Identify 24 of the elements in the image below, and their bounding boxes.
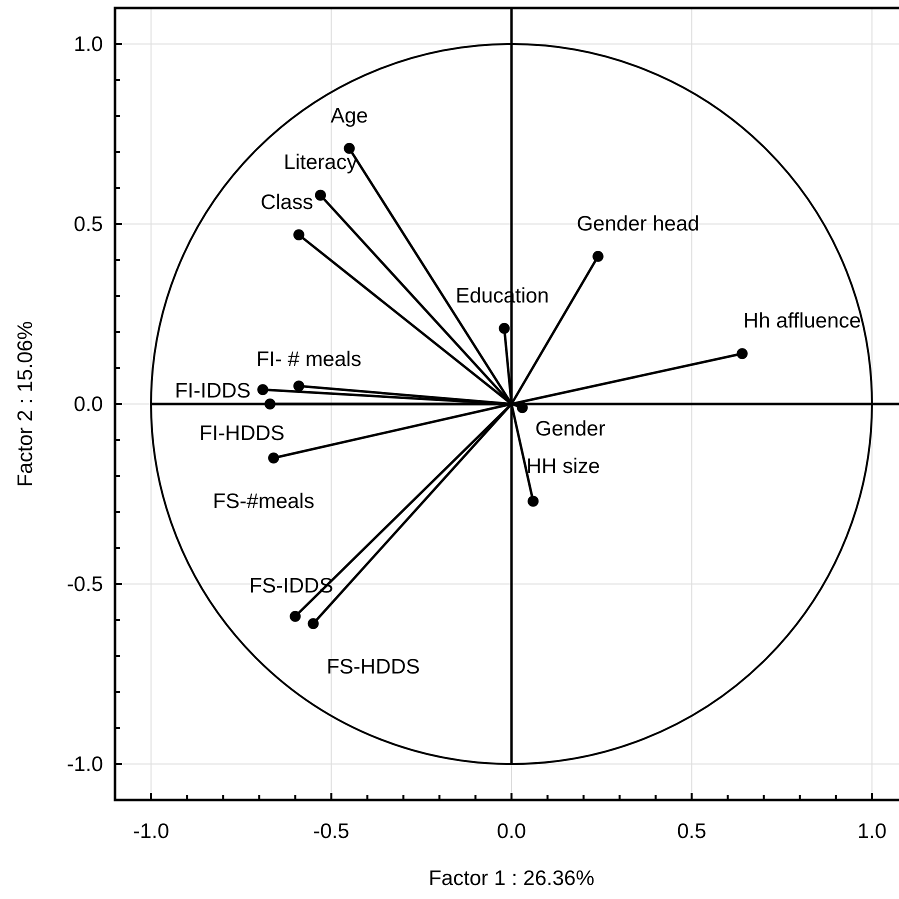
annotation: FS-#meals	[212, 490, 314, 513]
annotation: Hh affluence	[743, 310, 861, 333]
y-tick-label: 0.5	[74, 213, 103, 236]
annotation: FI-IDDS	[174, 380, 251, 403]
annotation: FI-HDDS	[199, 422, 285, 445]
annotation: FS-HDDS	[326, 656, 420, 679]
x-tick-label: 0.0	[496, 820, 526, 843]
x-axis-title: Factor 1 : 26.36%	[428, 867, 594, 890]
x-tick-label: 1.0	[857, 820, 887, 843]
y-tick-label: 1.0	[74, 33, 103, 56]
x-tick-label: 0.5	[677, 820, 706, 843]
annotation: FI- # meals	[256, 348, 362, 371]
y-tick-label: 0.0	[74, 393, 103, 416]
y-tick-label: -1.0	[66, 753, 103, 776]
annotation: Gender head	[576, 212, 700, 236]
annotation: Gender	[535, 418, 606, 441]
annotation: Age	[330, 104, 368, 128]
annotation: HH size	[526, 455, 600, 478]
x-tick-label: -0.5	[313, 820, 350, 843]
y-tick-label: -0.5	[66, 573, 103, 596]
x-tick-label: -1.0	[132, 820, 170, 843]
y-axis-title: Factor 2 : 15.06%	[14, 321, 37, 487]
annotation: Class	[260, 190, 314, 214]
annotation: Literacy	[284, 151, 358, 174]
